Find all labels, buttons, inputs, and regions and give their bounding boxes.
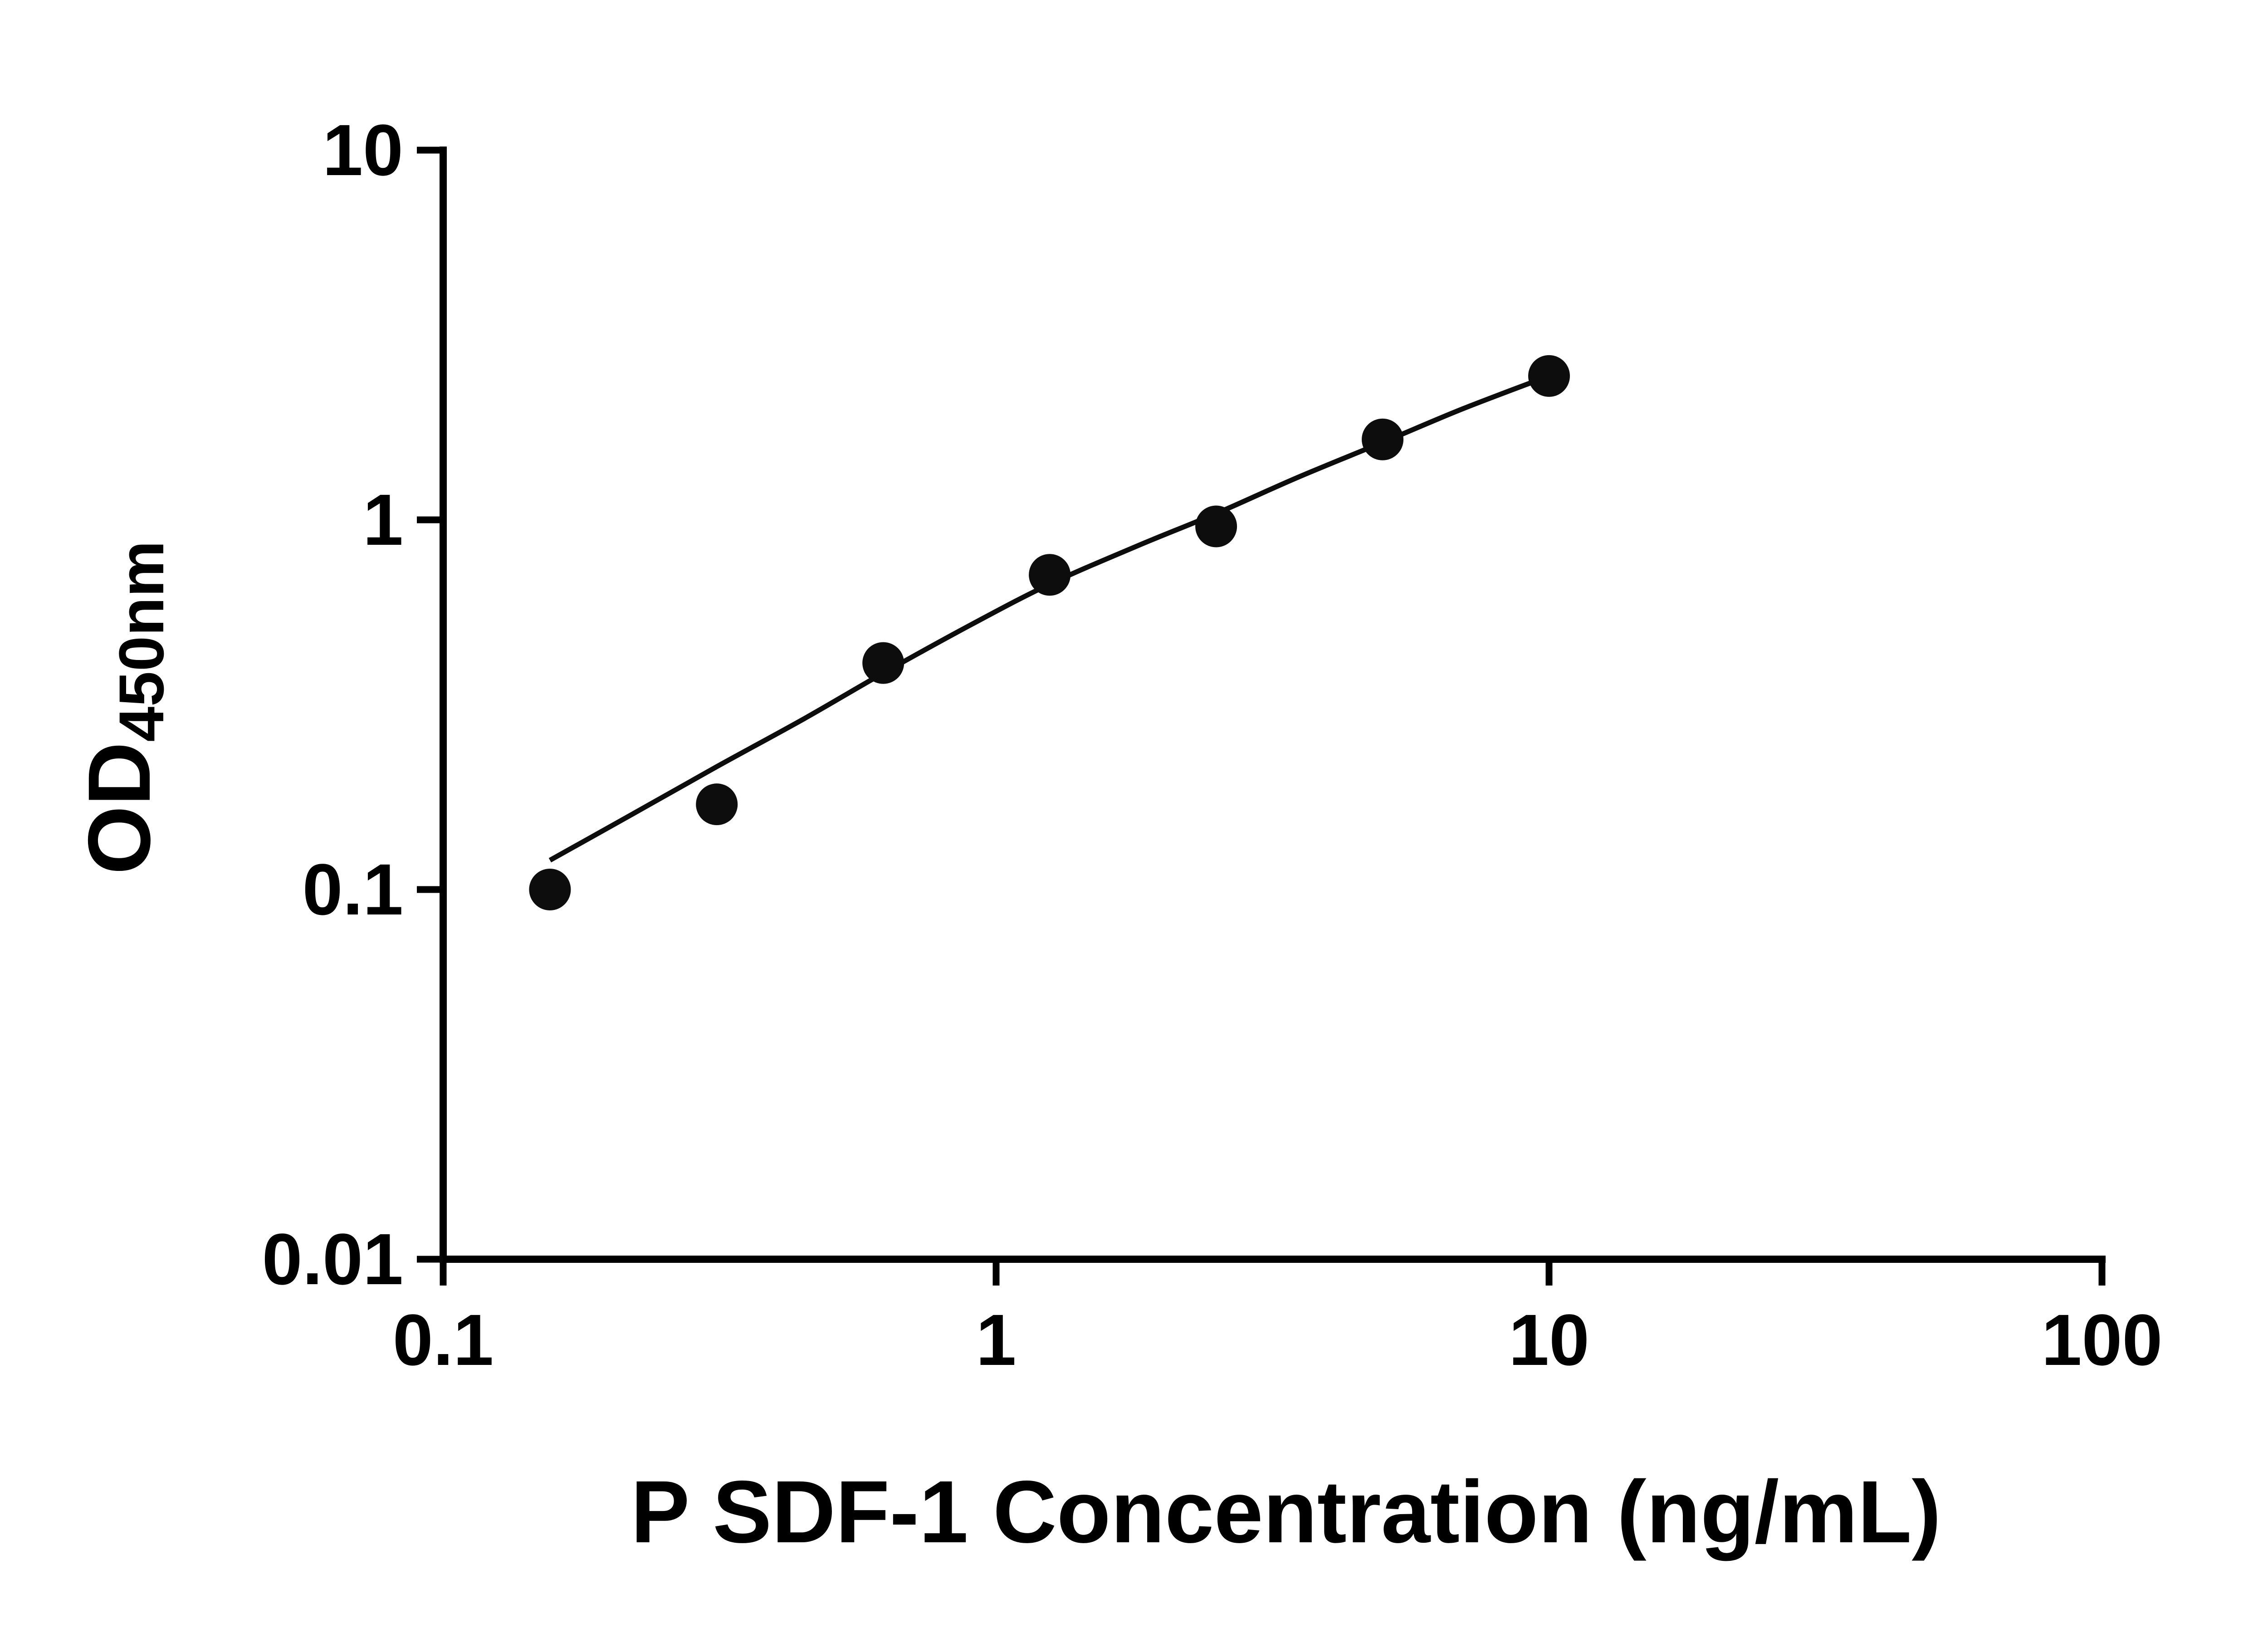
y-tick-label: 0.1 xyxy=(303,849,403,930)
x-tick-label: 1 xyxy=(976,1299,1017,1380)
data-point xyxy=(1528,355,1570,397)
y-axis-title-sub: 450nm xyxy=(106,541,177,742)
y-tick-label: 1 xyxy=(363,479,403,560)
data-point xyxy=(862,642,904,684)
y-axis-title: OD450nm xyxy=(70,541,177,875)
y-tick-label: 10 xyxy=(323,109,403,191)
x-tick-label: 0.1 xyxy=(393,1299,494,1380)
data-point xyxy=(1029,554,1071,596)
data-point xyxy=(1362,418,1404,460)
data-point xyxy=(696,783,738,826)
y-tick-label: 0.01 xyxy=(262,1218,403,1300)
axes-spine xyxy=(440,147,2106,1263)
x-tick-label: 100 xyxy=(2042,1299,2163,1380)
data-point xyxy=(529,869,571,910)
y-axis-title-main: OD xyxy=(70,742,169,875)
x-axis-title: P SDF-1 Concentration (ng/mL) xyxy=(631,1462,1941,1561)
x-tick-label: 10 xyxy=(1509,1299,1589,1380)
data-point xyxy=(1195,505,1237,548)
